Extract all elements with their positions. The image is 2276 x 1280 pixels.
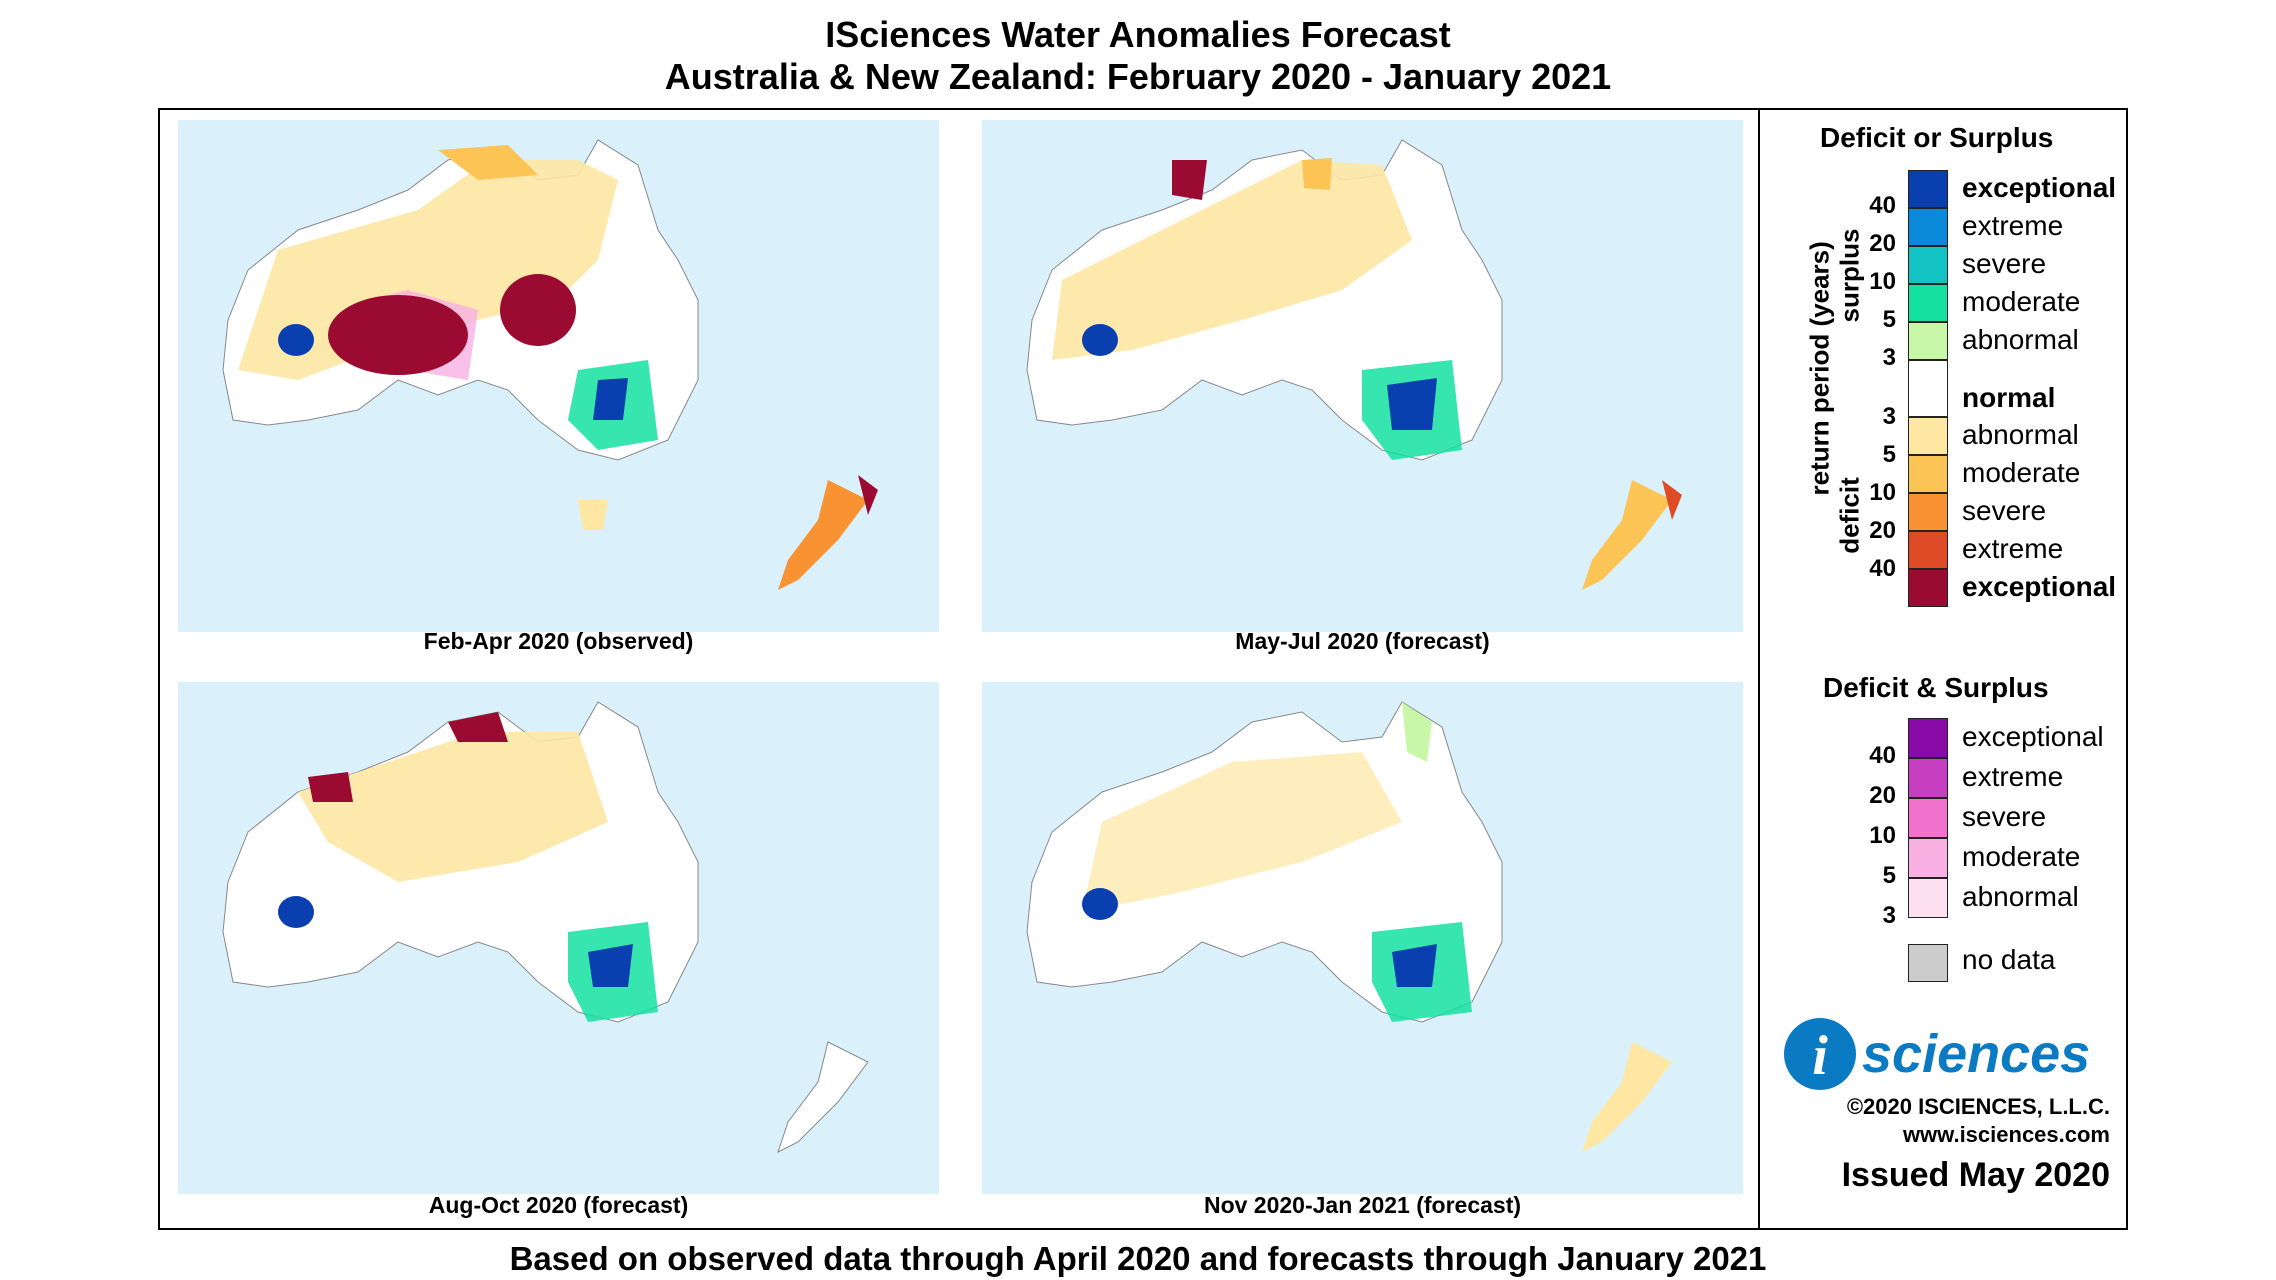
isciences-logo: i sciences <box>1784 1018 2090 1090</box>
legend-surplus-tick: 20 <box>1869 230 1896 257</box>
legend-surplus-label: severe <box>1962 248 2047 279</box>
legend-deficit-swatch <box>1908 569 1948 607</box>
legend-both-tick: 10 <box>1869 822 1896 849</box>
copyright: ©2020 ISCIENCES, L.L.C. <box>1846 1094 2110 1119</box>
legend-both-tick: 20 <box>1869 782 1896 809</box>
legend-both-swatch <box>1908 838 1948 878</box>
legend-divider <box>1758 108 1760 1230</box>
legend-deficit-label: abnormal <box>1962 419 2079 450</box>
legend-both-tick: 3 <box>1882 902 1896 929</box>
legend-both-label: extreme <box>1962 761 2064 792</box>
legend-nodata-label: no data <box>1962 944 2056 975</box>
legend-both-label: severe <box>1962 801 2047 832</box>
legend-both-tick: 5 <box>1882 862 1896 889</box>
legend-both-swatch <box>1908 718 1948 758</box>
legend-deficit-swatch <box>1908 455 1948 493</box>
panel-caption-4: Nov 2020-Jan 2021 (forecast) <box>1203 1192 1522 1218</box>
issued-date: Issued May 2020 <box>1841 1156 2110 1194</box>
legend-deficit-label: exceptional <box>1962 571 2117 602</box>
legend-both-swatch <box>1908 798 1948 838</box>
map-panel-nov-jan <box>982 682 1743 1194</box>
legend-deficit-tick: 3 <box>1882 403 1896 430</box>
legend-deficit-tick: 20 <box>1869 517 1896 544</box>
legend-surplus-swatch <box>1908 170 1948 208</box>
legend-surplus-label: extreme <box>1962 210 2064 241</box>
legend-surplus-tick: 40 <box>1869 192 1896 219</box>
legend-both-swatch <box>1908 878 1948 918</box>
legend-deficit-tick: 40 <box>1869 555 1896 582</box>
legend-nodata-swatch <box>1908 944 1948 982</box>
legend-surplus-tick: 5 <box>1882 306 1896 333</box>
legend-deficit-swatch <box>1908 531 1948 569</box>
legend-both-swatch <box>1908 758 1948 798</box>
legend-deficit-tick: 10 <box>1869 479 1896 506</box>
legend-surplus-label: moderate <box>1962 286 2081 317</box>
legend-deficit-tick: 5 <box>1882 441 1896 468</box>
website: www.isciences.com <box>1902 1122 2110 1147</box>
legend-deficit-swatch <box>1908 493 1948 531</box>
legend-surplus-label: abnormal <box>1962 324 2079 355</box>
legend-surplus-label: exceptional <box>1962 172 2117 203</box>
legend-surplus-tick: 10 <box>1869 268 1896 295</box>
map-subtitle: Australia & New Zealand: February 2020 -… <box>664 56 1612 97</box>
footer-note: Based on observed data through April 202… <box>509 1240 1767 1277</box>
legend-surplus-swatch <box>1908 322 1948 360</box>
map-frame <box>158 108 2128 1230</box>
legend-deficit-label: moderate <box>1962 457 2081 488</box>
legend-deficit-label: severe <box>1962 495 2047 526</box>
legend-surplus-tick: 3 <box>1882 344 1896 371</box>
legend-surplus-swatch <box>1908 284 1948 322</box>
map-panel-feb-apr <box>178 120 939 632</box>
logo-text: sciences <box>1862 1024 2090 1084</box>
panel-caption-2: May-Jul 2020 (forecast) <box>1235 628 1490 654</box>
panel-caption-1: Feb-Apr 2020 (observed) <box>423 628 694 654</box>
legend-deficit-swatch <box>1908 417 1948 455</box>
legend-normal-swatch <box>1908 360 1948 417</box>
legend-both-label: moderate <box>1962 841 2081 872</box>
legend-title-deficit-and-surplus: Deficit & Surplus <box>1823 672 2049 703</box>
legend-surplus-swatch <box>1908 246 1948 284</box>
map-panel-aug-oct <box>178 682 939 1194</box>
legend-title-deficit-or-surplus: Deficit or Surplus <box>1820 122 2054 153</box>
panel-caption-3: Aug-Oct 2020 (forecast) <box>428 1192 689 1218</box>
legend-both-label: abnormal <box>1962 881 2079 912</box>
legend-normal-label: normal <box>1962 382 2056 413</box>
map-panel-may-jul <box>982 120 1743 632</box>
legend-deficit-label: extreme <box>1962 533 2064 564</box>
logo-i: i <box>1812 1025 1828 1087</box>
legend-both-label: exceptional <box>1962 721 2104 752</box>
map-title: ISciences Water Anomalies Forecast <box>825 14 1451 55</box>
legend-both-tick: 40 <box>1869 742 1896 769</box>
legend-surplus-swatch <box>1908 208 1948 246</box>
legend-axis-label: return period (years) <box>1804 241 1835 496</box>
